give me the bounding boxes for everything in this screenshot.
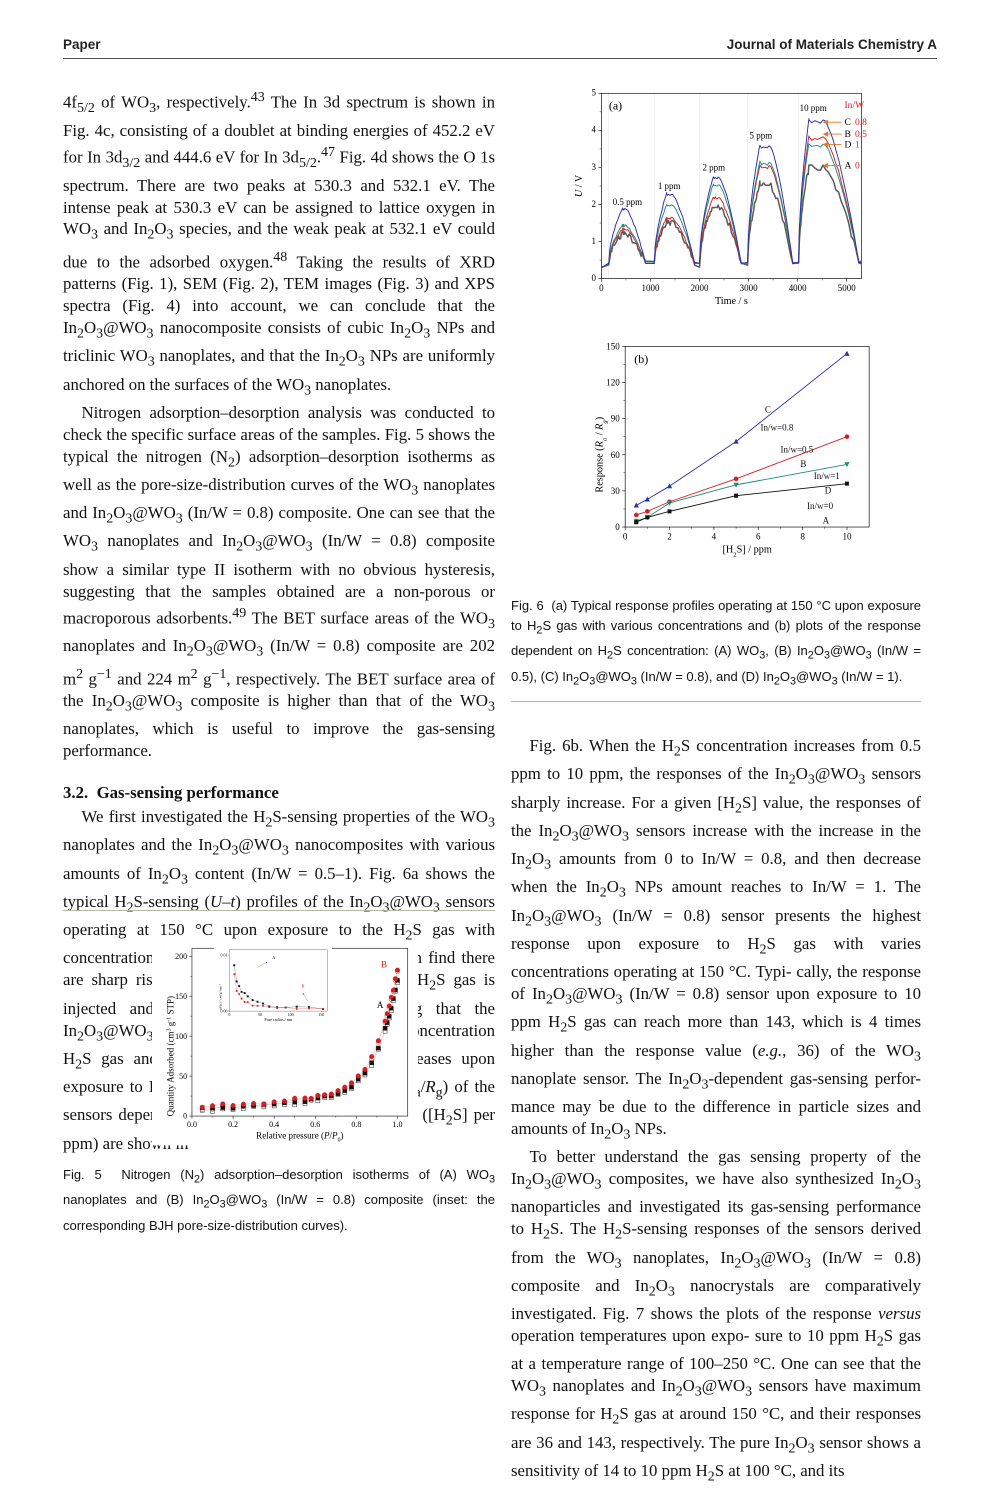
svg-text:50: 50 bbox=[258, 1012, 262, 1017]
svg-text:A: A bbox=[844, 160, 851, 171]
svg-text:6: 6 bbox=[756, 532, 761, 542]
svg-text:8: 8 bbox=[800, 532, 805, 542]
svg-text:A: A bbox=[376, 1000, 383, 1010]
svg-text:0.8: 0.8 bbox=[855, 117, 867, 128]
svg-text:2000: 2000 bbox=[690, 283, 708, 293]
svg-text:100: 100 bbox=[287, 1012, 293, 1017]
svg-text:In/w=0.5: In/w=0.5 bbox=[780, 445, 813, 455]
svg-text:B: B bbox=[381, 959, 387, 969]
svg-text:90: 90 bbox=[611, 414, 621, 424]
svg-text:5: 5 bbox=[591, 87, 596, 97]
svg-text:0: 0 bbox=[183, 1111, 187, 1120]
svg-text:1 ppm: 1 ppm bbox=[657, 181, 680, 191]
svg-text:60: 60 bbox=[611, 450, 621, 460]
svg-text:0.5 ppm: 0.5 ppm bbox=[612, 197, 641, 207]
svg-text:150: 150 bbox=[175, 992, 187, 1001]
svg-text:U / V: U / V bbox=[574, 174, 585, 197]
svg-text:0.4: 0.4 bbox=[269, 1120, 279, 1129]
svg-text:0.0: 0.0 bbox=[186, 1120, 196, 1129]
svg-text:In/w=1: In/w=1 bbox=[813, 471, 839, 481]
svg-text:D: D bbox=[825, 486, 832, 496]
svg-text:150: 150 bbox=[606, 342, 620, 352]
svg-text:2 ppm: 2 ppm bbox=[702, 162, 725, 172]
svg-text:A: A bbox=[822, 516, 829, 526]
svg-text:3000: 3000 bbox=[739, 283, 757, 293]
svg-text:Quantity Adsorbed (cm3 g-1 STP: Quantity Adsorbed (cm3 g-1 STP) bbox=[165, 996, 175, 1116]
svg-text:120: 120 bbox=[606, 378, 620, 388]
svg-text:50: 50 bbox=[179, 1071, 187, 1080]
svg-text:100: 100 bbox=[175, 1032, 187, 1041]
svg-text:0: 0 bbox=[599, 283, 604, 293]
svg-text:In/w=0: In/w=0 bbox=[807, 501, 834, 511]
svg-text:4: 4 bbox=[591, 124, 596, 134]
svg-text:(a): (a) bbox=[608, 98, 621, 112]
svg-text:1: 1 bbox=[855, 139, 860, 150]
svg-text:B: B bbox=[800, 459, 806, 469]
svg-text:10: 10 bbox=[842, 532, 852, 542]
svg-text:0: 0 bbox=[591, 273, 596, 283]
svg-text:4: 4 bbox=[711, 532, 716, 542]
svg-text:0: 0 bbox=[615, 522, 620, 532]
svg-text:Time / s: Time / s bbox=[715, 296, 748, 307]
svg-text:0: 0 bbox=[623, 532, 628, 542]
svg-text:0.6: 0.6 bbox=[310, 1120, 320, 1129]
svg-text:5 ppm: 5 ppm bbox=[749, 130, 772, 140]
svg-text:200: 200 bbox=[175, 952, 187, 961]
svg-text:D: D bbox=[844, 139, 851, 150]
svg-text:5000: 5000 bbox=[837, 283, 855, 293]
svg-text:Pore radius / nm: Pore radius / nm bbox=[264, 1017, 293, 1022]
svg-text:In/W: In/W bbox=[844, 100, 864, 111]
svg-text:(b): (b) bbox=[634, 352, 648, 366]
svg-text:10 ppm: 10 ppm bbox=[799, 103, 826, 113]
svg-text:0.01: 0.01 bbox=[220, 952, 227, 957]
svg-text:C: C bbox=[765, 405, 771, 415]
svg-text:0.8: 0.8 bbox=[351, 1120, 361, 1129]
svg-text:0: 0 bbox=[228, 1012, 230, 1017]
svg-text:1: 1 bbox=[591, 236, 595, 246]
svg-text:150: 150 bbox=[318, 1012, 324, 1017]
svg-text:B: B bbox=[301, 984, 304, 989]
svg-text:4000: 4000 bbox=[788, 283, 806, 293]
svg-text:dV(r) / cm3g-1nm-1: dV(r) / cm3g-1nm-1 bbox=[218, 983, 223, 1010]
svg-text:0.5: 0.5 bbox=[855, 129, 867, 140]
svg-text:0.2: 0.2 bbox=[228, 1120, 238, 1129]
svg-text:0: 0 bbox=[855, 160, 860, 171]
svg-text:1000: 1000 bbox=[641, 283, 659, 293]
svg-text:C: C bbox=[844, 117, 850, 128]
svg-text:2: 2 bbox=[591, 199, 595, 209]
svg-text:2: 2 bbox=[667, 532, 672, 542]
svg-text:In/w=0.8: In/w=0.8 bbox=[760, 423, 793, 433]
svg-text:3: 3 bbox=[591, 162, 596, 172]
svg-text:30: 30 bbox=[611, 486, 621, 496]
svg-text:B: B bbox=[844, 129, 850, 140]
svg-text:1.0: 1.0 bbox=[392, 1120, 402, 1129]
